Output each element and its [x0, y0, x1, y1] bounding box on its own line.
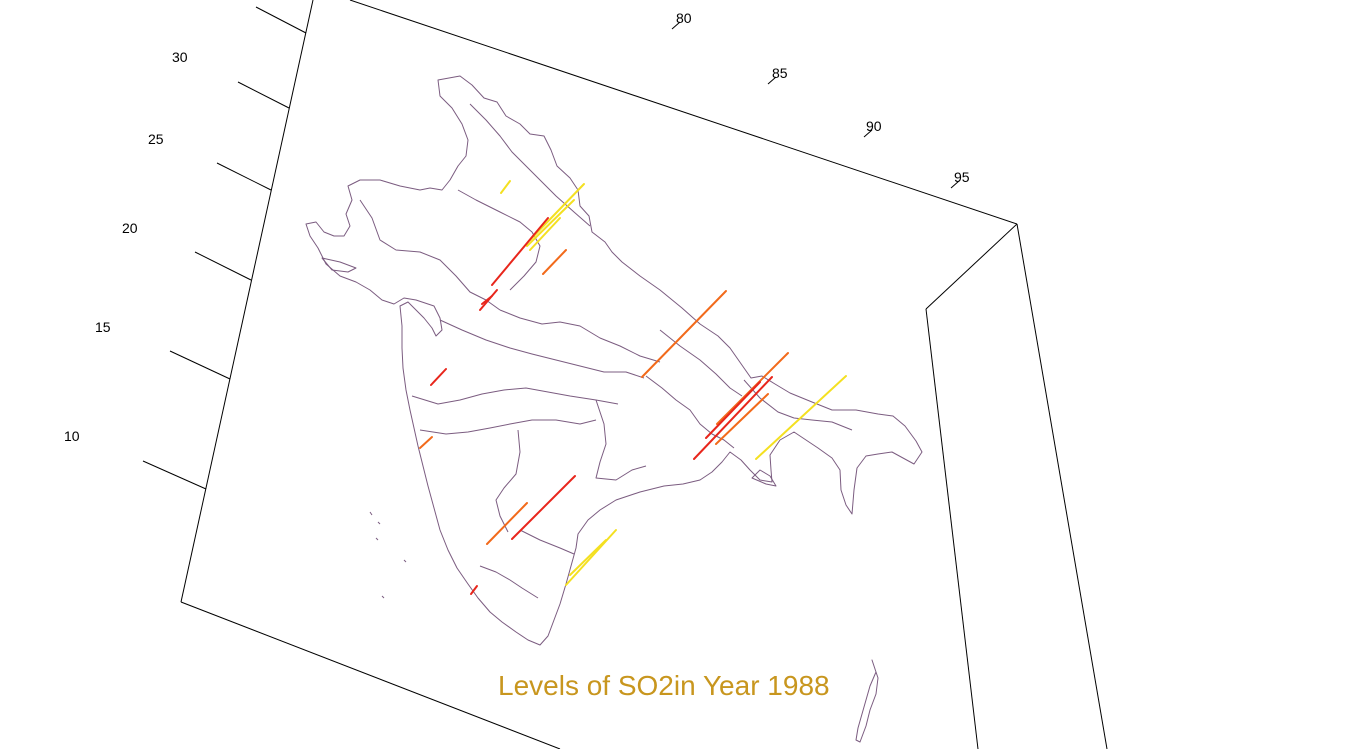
y-tick-label: 30 — [172, 49, 188, 65]
so2-bar-high — [481, 295, 493, 305]
state-border — [743, 379, 853, 431]
chart-title: Levels of SO2in Year 1988 — [498, 670, 830, 701]
so2-bar-low — [569, 539, 607, 576]
state-border — [595, 399, 647, 481]
so2-bar-low — [529, 217, 561, 251]
y-axis-ticks — [142, 6, 307, 490]
so2-bar-low — [526, 199, 575, 247]
frame-outer-right-edge — [1016, 223, 1108, 749]
so2-bar-high — [705, 381, 761, 439]
ganges-delta — [751, 469, 777, 487]
so2-bar-medium — [419, 436, 433, 449]
so2-bar-medium — [486, 502, 528, 545]
y-tick-mark — [216, 162, 272, 191]
so2-level-bars — [419, 180, 847, 595]
x-tick-label: 90 — [866, 118, 882, 134]
frame-left-edge — [180, 0, 314, 603]
state-border — [645, 375, 735, 449]
frame-back-corner — [925, 223, 1018, 310]
state-border — [469, 103, 591, 227]
x-tick-label: 95 — [954, 169, 970, 185]
y-axis-labels: 30 25 20 15 10 — [64, 49, 188, 444]
so2-bar-low — [755, 375, 847, 460]
so2-bar-low — [565, 529, 617, 586]
y-tick-label: 10 — [64, 428, 80, 444]
y-tick-mark — [169, 350, 231, 380]
so2-bar-medium — [542, 249, 567, 275]
state-border — [499, 309, 661, 363]
state-border — [439, 319, 645, 379]
y-tick-mark — [237, 81, 290, 109]
so2-bar-low — [529, 183, 585, 241]
so2-bar-low — [500, 180, 511, 194]
x-axis-ticks — [671, 21, 960, 189]
y-tick-label: 25 — [148, 131, 164, 147]
so2-bar-high — [430, 368, 447, 386]
state-border — [519, 529, 575, 555]
state-border — [479, 565, 539, 599]
so2-bar-high — [693, 376, 773, 460]
plot-frame — [180, 0, 1108, 749]
x-axis-labels: 80 85 90 95 — [676, 10, 970, 185]
so2-bar-medium — [715, 393, 769, 445]
so2-bar-medium — [641, 290, 727, 378]
y-tick-mark — [142, 460, 207, 490]
so2-bar-high — [470, 585, 478, 595]
x-tick-label: 85 — [772, 65, 788, 81]
so2-bar-high — [511, 475, 576, 540]
state-border — [495, 429, 521, 533]
andaman-islands — [855, 659, 879, 743]
state-border — [659, 329, 743, 397]
y-tick-label: 20 — [122, 220, 138, 236]
state-border — [359, 199, 501, 311]
y-tick-mark — [255, 6, 307, 34]
india-outline — [305, 75, 923, 646]
frame-inner-right-edge — [925, 308, 979, 749]
state-border — [457, 189, 541, 291]
y-tick-label: 15 — [95, 319, 111, 335]
so2-bar-high — [491, 217, 549, 286]
lakshadweep-islands — [369, 511, 407, 599]
x-tick-label: 80 — [676, 10, 692, 26]
kutch-gulf-coast — [321, 257, 357, 273]
india-map — [305, 75, 923, 743]
state-border — [419, 419, 597, 435]
x-tick-mark — [767, 76, 777, 85]
x-tick-mark — [863, 129, 873, 138]
x-tick-mark — [671, 21, 681, 30]
x-tick-mark — [950, 180, 960, 189]
y-tick-mark — [194, 251, 252, 281]
frame-bottom-edge — [180, 601, 561, 749]
state-border — [411, 387, 619, 405]
frame-top-edge — [349, 0, 1018, 225]
